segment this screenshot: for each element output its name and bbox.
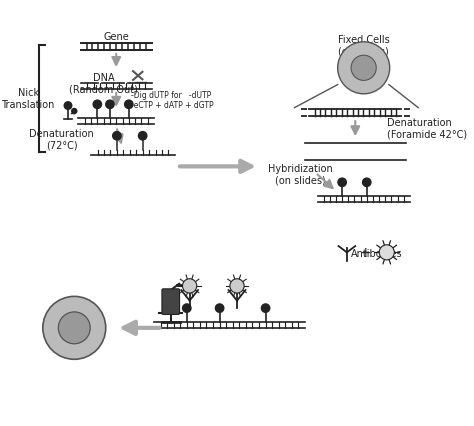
Text: -Dig dUTP for   -dUTP
-eCTP + dATP + dGTP: -Dig dUTP for -dUTP -eCTP + dATP + dGTP: [131, 90, 213, 110]
Text: Antibodies: Antibodies: [350, 248, 402, 259]
Text: Nick
Translation: Nick Translation: [1, 88, 55, 109]
Text: Denaturation
(Foramide 42°C): Denaturation (Foramide 42°C): [387, 118, 467, 139]
Circle shape: [113, 132, 121, 141]
Circle shape: [43, 296, 106, 360]
Circle shape: [106, 101, 114, 109]
Circle shape: [138, 132, 147, 141]
Text: +: +: [360, 246, 372, 260]
Text: Fixed Cells
(on slides): Fixed Cells (on slides): [338, 35, 390, 57]
Circle shape: [64, 103, 72, 110]
Circle shape: [215, 304, 224, 313]
Circle shape: [230, 279, 244, 294]
Circle shape: [93, 101, 101, 109]
Circle shape: [261, 304, 270, 313]
Circle shape: [125, 101, 133, 109]
Text: Denaturation
(72°C): Denaturation (72°C): [29, 129, 94, 150]
Text: Gene: Gene: [103, 32, 129, 41]
Circle shape: [338, 178, 346, 187]
Circle shape: [379, 245, 394, 260]
Circle shape: [363, 178, 371, 187]
Circle shape: [337, 43, 390, 95]
Text: DNA
(Random Out): DNA (Random Out): [69, 73, 138, 95]
Circle shape: [182, 304, 191, 313]
Circle shape: [72, 109, 77, 114]
Circle shape: [351, 56, 376, 81]
Text: Hybridization
(on slides): Hybridization (on slides): [268, 164, 333, 185]
FancyBboxPatch shape: [162, 289, 180, 315]
Circle shape: [182, 279, 197, 294]
Circle shape: [58, 312, 90, 344]
